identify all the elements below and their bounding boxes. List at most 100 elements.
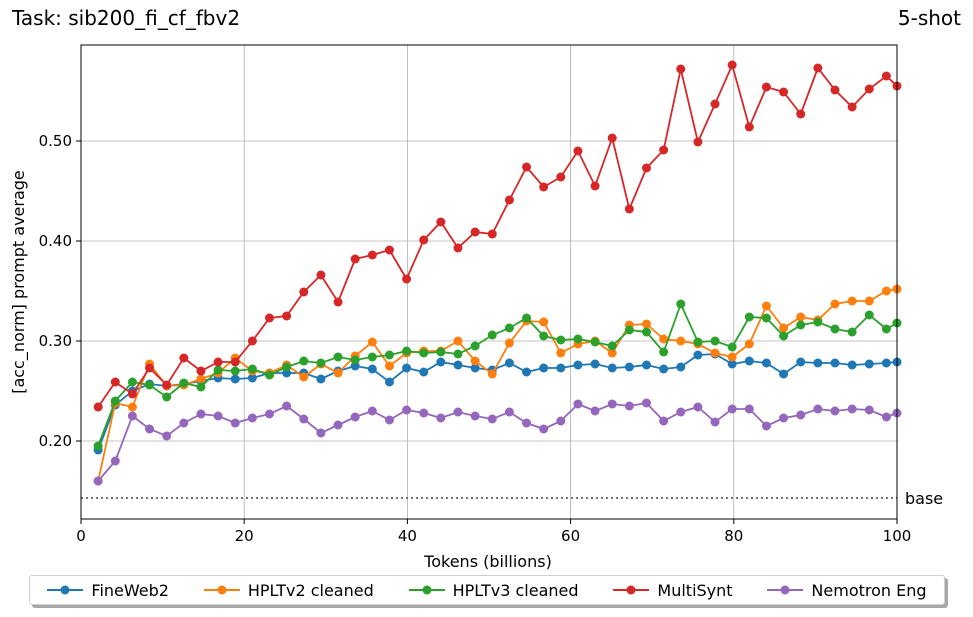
data-point [402, 363, 412, 373]
data-point [264, 313, 274, 323]
data-point [607, 341, 617, 351]
data-point [761, 358, 771, 368]
data-point [419, 367, 429, 377]
data-point [402, 405, 412, 415]
legend-label: MultiSynt [657, 580, 733, 600]
data-point [556, 416, 566, 426]
data-point [830, 299, 840, 309]
data-point [247, 364, 257, 374]
data-point [847, 327, 857, 337]
data-point [830, 406, 840, 416]
data-point [127, 402, 137, 412]
data-point [93, 476, 103, 486]
data-point [727, 359, 737, 369]
axis-ticks: 0 20 40 60 80 100 0.20 0.30 0.40 0.50 [39, 132, 912, 545]
data-point [607, 399, 617, 409]
data-point [590, 406, 600, 416]
legend-swatch [613, 585, 650, 595]
data-point [470, 341, 480, 351]
y-axis-label: [acc_norm] prompt average [9, 170, 29, 394]
grid-lines [80, 45, 898, 519]
legend-entry: Nemotron Eng [767, 580, 927, 600]
data-point [93, 441, 103, 451]
legend-entry: HPLTv2 cleaned [203, 581, 374, 600]
data-point [573, 399, 583, 409]
data-point [881, 412, 891, 422]
data-point [196, 374, 206, 384]
data-point [573, 334, 583, 344]
data-point [436, 413, 446, 423]
plot-frame [80, 44, 898, 520]
data-point [162, 380, 172, 390]
data-point [761, 82, 771, 92]
data-point [624, 401, 634, 411]
data-point [676, 362, 686, 372]
data-point [470, 227, 480, 237]
data-point [470, 363, 480, 373]
data-point [504, 195, 514, 205]
data-point [744, 122, 754, 132]
data-point [710, 417, 720, 427]
data-point [110, 396, 120, 406]
data-point [247, 336, 257, 346]
data-point [470, 411, 480, 421]
data-point [419, 408, 429, 418]
data-point [436, 357, 446, 367]
data-point [264, 409, 274, 419]
data-point [847, 102, 857, 112]
series-line-multisynt [97, 62, 898, 408]
data-point [350, 254, 360, 264]
data-point [676, 64, 686, 74]
data-point [864, 296, 874, 306]
data-point [607, 348, 617, 358]
series-nemotron-eng [93, 398, 902, 486]
data-point [710, 336, 720, 346]
x-tick-label: 40 [398, 527, 417, 545]
data-point [710, 99, 720, 109]
data-point [333, 368, 343, 378]
data-point [693, 402, 703, 412]
x-tick-label: 0 [76, 527, 86, 545]
data-point [607, 363, 617, 373]
data-point [419, 235, 429, 245]
data-point [659, 334, 669, 344]
data-point [453, 349, 463, 359]
data-point [659, 347, 669, 357]
data-point [744, 404, 754, 414]
data-point [299, 287, 309, 297]
data-point [693, 337, 703, 347]
data-point [316, 428, 326, 438]
y-tick-label: 0.20 [39, 432, 72, 450]
data-point [145, 380, 155, 390]
legend-label: HPLTv3 cleaned [452, 580, 579, 600]
data-point [641, 319, 651, 329]
series-group [93, 60, 902, 486]
data-point [727, 60, 737, 70]
data-point [179, 378, 189, 388]
baseline-label: base [905, 489, 943, 508]
data-point [522, 367, 532, 377]
data-point [522, 313, 532, 323]
legend-label: Nemotron Eng [811, 580, 927, 600]
data-point [779, 331, 789, 341]
data-point [384, 350, 394, 360]
data-point [247, 413, 257, 423]
data-point [367, 337, 377, 347]
y-tick-label: 0.40 [39, 232, 72, 250]
x-tick-label: 60 [561, 527, 580, 545]
data-point [641, 327, 651, 337]
data-point [504, 407, 514, 417]
data-point [127, 389, 137, 399]
data-point [556, 348, 566, 358]
x-tick-label: 20 [235, 527, 254, 545]
series-hpltv2-cleaned [93, 284, 902, 486]
legend-entry: FineWeb2 [47, 581, 169, 600]
x-tick-label: 80 [724, 527, 743, 545]
data-point [230, 418, 240, 428]
data-point [641, 398, 651, 408]
data-point [110, 377, 120, 387]
legend-swatch [408, 585, 445, 595]
data-point [487, 369, 497, 379]
data-point [333, 420, 343, 430]
data-point [247, 373, 257, 383]
